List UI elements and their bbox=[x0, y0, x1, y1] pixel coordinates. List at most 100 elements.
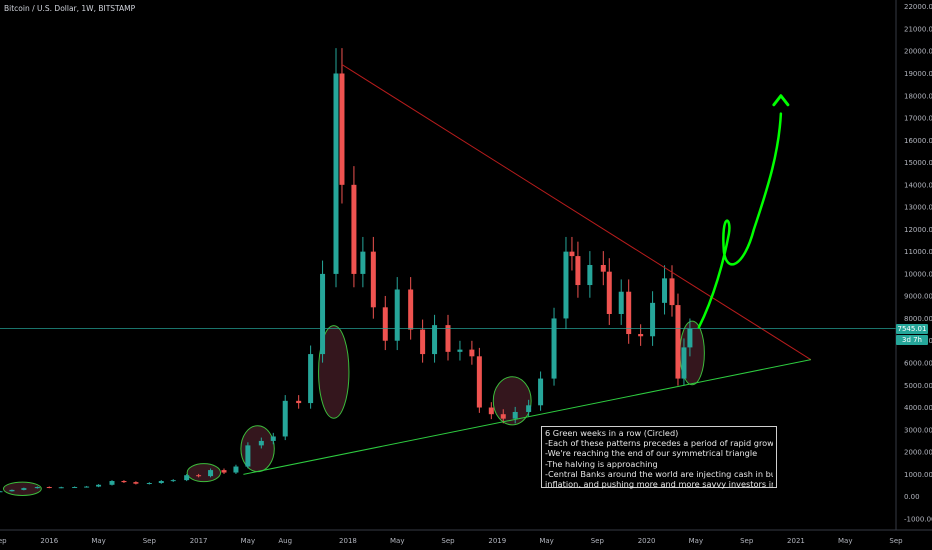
x-tick-label: Sep bbox=[591, 537, 605, 545]
candle-body bbox=[308, 354, 314, 404]
candle-body bbox=[606, 271, 612, 314]
candle-body bbox=[221, 470, 227, 473]
x-tick-label: Sep bbox=[740, 537, 754, 545]
candle-body bbox=[158, 481, 164, 484]
candle-body bbox=[650, 302, 656, 337]
x-tick-label: May bbox=[241, 537, 255, 545]
candle-body bbox=[538, 378, 544, 406]
candle-body bbox=[618, 291, 624, 314]
symbol-title: Bitcoin / U.S. Dollar, 1W, BITSTAMP bbox=[4, 4, 136, 13]
x-tick-label: Sep bbox=[0, 537, 7, 545]
price-axis: -1000.00 0.00 1000.00 2000.00 3000.00 4000.00… bbox=[895, 0, 932, 530]
candle-body bbox=[382, 307, 388, 341]
time-axis: Sep 2016 May Sep 2017 May Aug 2018 May Sep 2019 May… bbox=[0, 529, 932, 545]
candle-body bbox=[196, 475, 202, 477]
candle-body bbox=[46, 487, 52, 489]
x-tick-label: May bbox=[539, 537, 553, 545]
candle-body bbox=[687, 328, 693, 348]
green-week-circle bbox=[186, 463, 222, 483]
y-tick-label: 12000.00 bbox=[904, 226, 932, 234]
y-tick-label: 10000.00 bbox=[904, 270, 932, 278]
x-tick-label: Sep bbox=[143, 537, 157, 545]
candle-body bbox=[21, 488, 27, 490]
x-tick-label: May bbox=[689, 537, 703, 545]
candle-body bbox=[34, 487, 40, 489]
y-tick-label: 14000.00 bbox=[904, 181, 932, 189]
candle-body bbox=[320, 273, 326, 355]
candle-body bbox=[184, 475, 190, 481]
y-tick-label: -1000.00 bbox=[904, 515, 932, 523]
y-tick-label: 1000.00 bbox=[904, 471, 932, 479]
candle-body bbox=[58, 487, 64, 489]
candle-body bbox=[432, 325, 438, 355]
candle-body bbox=[121, 481, 127, 483]
candle-body bbox=[351, 184, 357, 274]
candle-body bbox=[258, 440, 264, 446]
candle-body bbox=[569, 251, 575, 257]
candle-body bbox=[233, 466, 239, 473]
y-tick-label: 16000.00 bbox=[904, 137, 932, 145]
y-tick-label: 9000.00 bbox=[904, 293, 932, 301]
candle-body bbox=[0, 491, 3, 493]
y-tick-label: 8000.00 bbox=[904, 315, 932, 323]
y-tick-label: 3000.00 bbox=[904, 426, 932, 434]
candle-body bbox=[469, 349, 475, 357]
candle-body bbox=[84, 486, 90, 488]
candle-body bbox=[96, 484, 102, 487]
y-tick-label: 0.00 bbox=[904, 493, 920, 501]
candle-body bbox=[208, 470, 214, 477]
x-tick-label: May bbox=[390, 537, 404, 545]
candle-body bbox=[626, 291, 632, 335]
candle-body bbox=[170, 480, 176, 482]
candle-body bbox=[133, 482, 139, 484]
y-tick-label: 11000.00 bbox=[904, 248, 932, 256]
candle-body bbox=[296, 400, 302, 404]
candle-body bbox=[333, 73, 339, 274]
candle-body bbox=[526, 405, 532, 412]
green-week-circles bbox=[2, 320, 705, 496]
y-tick-label: 18000.00 bbox=[904, 92, 932, 100]
y-tick-label: 17000.00 bbox=[904, 115, 932, 123]
arrow-head-icon bbox=[772, 94, 790, 107]
y-tick-label: 19000.00 bbox=[904, 70, 932, 78]
y-tick-label: 6000.00 bbox=[904, 359, 932, 367]
candle-body bbox=[500, 414, 506, 419]
y-tick-label: 21000.00 bbox=[904, 25, 932, 33]
candle-body bbox=[370, 251, 376, 308]
y-tick-label: 15000.00 bbox=[904, 159, 932, 167]
candle-body bbox=[109, 481, 115, 485]
candle-body bbox=[394, 289, 400, 341]
candles-layer bbox=[0, 48, 693, 493]
candle-body bbox=[282, 400, 288, 437]
candle-body bbox=[339, 73, 345, 185]
note-line: inflation, and pushing more and more sav… bbox=[545, 479, 773, 490]
y-tick-label: 20000.00 bbox=[904, 48, 932, 56]
x-tick-label: Sep bbox=[441, 537, 455, 545]
candle-body bbox=[488, 407, 494, 415]
x-tick-label: 2021 bbox=[787, 537, 805, 545]
note-line: 6 Green weeks in a row (Circled) bbox=[545, 428, 679, 438]
trendline-lower bbox=[243, 359, 811, 475]
x-tick-label: 2018 bbox=[339, 537, 357, 545]
candle-body bbox=[360, 251, 366, 274]
overlay-layer bbox=[0, 94, 896, 329]
note-line: -We're reaching the end of our symmetric… bbox=[545, 448, 758, 459]
candle-body bbox=[476, 356, 482, 408]
x-tick-label: 2019 bbox=[488, 537, 506, 545]
candle-body bbox=[600, 265, 606, 272]
trendline-upper bbox=[341, 64, 812, 361]
x-tick-label: Aug bbox=[278, 537, 292, 545]
trendlines-layer bbox=[243, 64, 812, 475]
candle-body bbox=[669, 278, 675, 306]
x-tick-label: 2020 bbox=[638, 537, 656, 545]
note-line: -Each of these patterns precedes a perio… bbox=[545, 438, 773, 449]
candle-body bbox=[675, 305, 681, 379]
candle-body bbox=[408, 289, 414, 330]
x-tick-label: May bbox=[838, 537, 852, 545]
candle-body bbox=[9, 489, 15, 492]
candle-body bbox=[681, 347, 687, 379]
candle-body bbox=[420, 329, 426, 355]
annotation-note: 6 Green weeks in a row (Circled) -Each o… bbox=[541, 426, 777, 490]
